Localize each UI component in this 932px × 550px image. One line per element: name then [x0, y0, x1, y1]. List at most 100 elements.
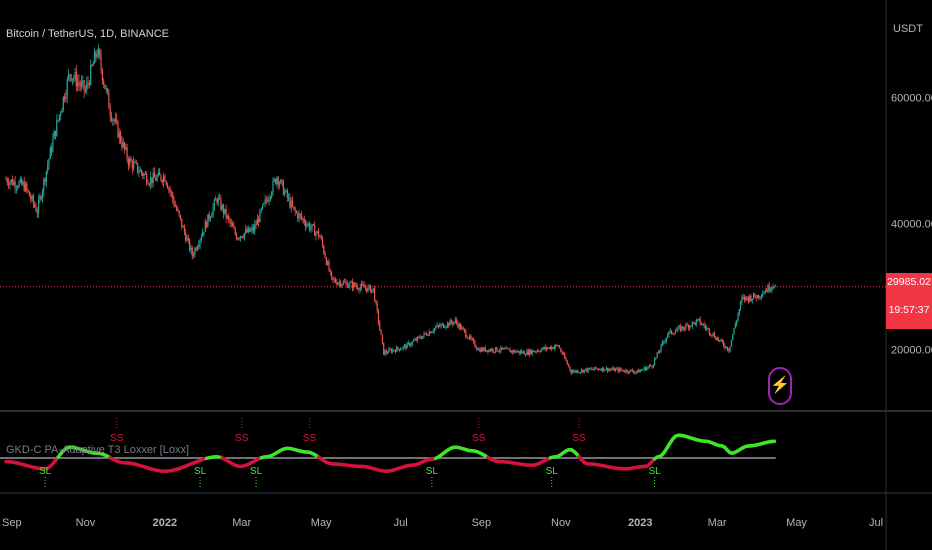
candle-body — [587, 367, 589, 372]
candle-body — [742, 296, 744, 298]
candle-body — [256, 218, 258, 225]
candle-body — [573, 370, 575, 372]
candle-body — [44, 179, 46, 183]
candle-body — [358, 289, 360, 291]
candle-body — [381, 335, 383, 343]
candle-body — [616, 368, 618, 370]
candle-body — [161, 180, 163, 183]
candle-body — [683, 328, 686, 330]
candle-body — [78, 81, 80, 85]
candle-body — [310, 227, 312, 230]
x-tick-label: Jul — [869, 517, 883, 529]
candle-body — [34, 203, 36, 207]
candle-body — [209, 217, 212, 220]
candle-body — [216, 199, 218, 203]
candle-body — [693, 322, 695, 324]
candle-body — [53, 130, 55, 140]
candle-body — [220, 198, 222, 210]
candle-body — [690, 325, 692, 327]
candle-body — [332, 277, 334, 280]
candle-body — [261, 204, 264, 210]
candle-body — [311, 224, 313, 228]
candle-body — [457, 322, 459, 328]
candle-body — [685, 324, 687, 329]
candle-body — [126, 147, 128, 160]
lightning-icon[interactable]: ⚡ — [768, 367, 792, 405]
candle-body — [298, 213, 300, 219]
candle-body — [594, 366, 596, 370]
candle-body — [49, 147, 51, 160]
candle-body — [67, 74, 70, 80]
candle-body — [458, 324, 460, 328]
candle-body — [367, 286, 369, 292]
candle-body — [509, 349, 511, 353]
candle-body — [301, 215, 303, 219]
candle-body — [360, 283, 363, 288]
candle-body — [125, 147, 127, 149]
candle-body — [393, 349, 395, 351]
candle-body — [88, 83, 90, 85]
candle-body — [349, 282, 351, 287]
candle-body — [579, 371, 581, 373]
candle-body — [325, 257, 327, 265]
candle-body — [384, 351, 386, 355]
candle-body — [630, 369, 632, 371]
candle-body — [423, 333, 425, 336]
candle-body — [700, 323, 703, 325]
candle-body — [717, 337, 720, 341]
candle-body — [321, 238, 324, 246]
candle-body — [160, 175, 162, 181]
candle-body — [319, 236, 321, 238]
candle-body — [609, 369, 611, 371]
candle-body — [584, 368, 587, 370]
candle-body — [258, 218, 260, 223]
candle-body — [437, 325, 439, 327]
candle-body — [28, 191, 31, 197]
candle-body — [501, 347, 503, 349]
candle-body — [566, 360, 568, 365]
candle-body — [689, 325, 691, 329]
candle-body — [519, 351, 522, 354]
candle-body — [241, 236, 243, 238]
candle-body — [476, 348, 479, 351]
candle-body — [449, 320, 451, 326]
candle-body — [185, 232, 187, 241]
candle-body — [413, 340, 415, 342]
candle-body — [665, 337, 667, 342]
candle-body — [314, 225, 316, 236]
candle-body — [142, 172, 144, 176]
candle-body — [285, 190, 287, 192]
candle-body — [535, 351, 537, 353]
candle-body — [470, 335, 472, 339]
candle-body — [539, 351, 541, 353]
candle-body — [40, 196, 42, 199]
candle-body — [373, 288, 376, 301]
candle-body — [453, 321, 455, 324]
candle-body — [767, 285, 769, 292]
candle-body — [497, 351, 499, 353]
candle-body — [450, 320, 453, 323]
candle-body — [553, 347, 555, 349]
candle-body — [436, 325, 438, 328]
candle-body — [672, 333, 674, 335]
candle-body — [293, 206, 295, 209]
candle-body — [138, 171, 140, 173]
candle-body — [570, 369, 572, 374]
candle-body — [64, 96, 66, 100]
candle-body — [315, 232, 317, 236]
candle-body — [235, 233, 238, 240]
candle-body — [18, 181, 20, 188]
candle-body — [536, 350, 538, 352]
candle-body — [441, 323, 443, 325]
candle-body — [93, 51, 96, 64]
candle-body — [239, 236, 242, 239]
candle-body — [354, 282, 356, 287]
candle-body — [372, 288, 374, 290]
candle-body — [534, 351, 536, 353]
candle-body — [612, 367, 614, 370]
candle-body — [479, 349, 481, 353]
signal-label-long: SL — [648, 466, 661, 477]
candle-body — [607, 367, 609, 372]
candle-body — [656, 352, 658, 358]
